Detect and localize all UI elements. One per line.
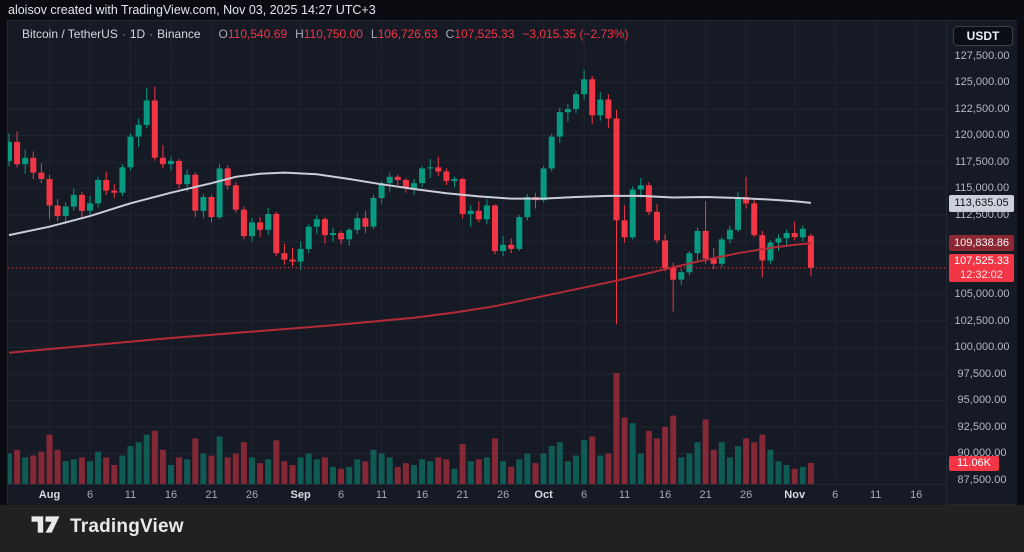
- legend-change: −3,015.35 (−2.73%): [522, 27, 629, 41]
- time-axis-day-label: 16: [415, 489, 429, 501]
- time-axis[interactable]: Aug 6 11 16 21 26 Sep 6 11 16 21 26 Oct 6 11 16 21 26 Nov 6…: [8, 484, 946, 505]
- time-axis-day-label: 16: [164, 489, 178, 501]
- price-axis-label: 102,500.00: [954, 314, 1010, 327]
- price-axis-label: 90,000.00: [957, 447, 1007, 459]
- last-price-value: 107,525.33: [953, 254, 1010, 267]
- time-axis-month-label: Nov: [784, 489, 806, 501]
- low-value: 106,726.63: [377, 27, 438, 41]
- price-axis-label: 92,500.00: [957, 420, 1007, 433]
- tradingview-brand-text: TradingView: [70, 516, 184, 537]
- price-axis-label: 112,500.00: [954, 208, 1010, 221]
- footer: TradingView: [0, 505, 1024, 552]
- bar-countdown: 12:32:02: [960, 268, 1003, 281]
- price-axis-label: 105,000.00: [954, 288, 1010, 300]
- price-axis-label: 97,500.00: [957, 367, 1007, 380]
- legend-interval[interactable]: 1D: [129, 27, 146, 41]
- price-axis[interactable]: USDT 113,635.05 109,838.86 107,525.33 12…: [946, 21, 1017, 504]
- legend-exchange: Binance: [157, 27, 201, 41]
- tradingview-brand[interactable]: TradingView: [30, 514, 184, 540]
- close-label: C: [445, 27, 455, 41]
- price-axis-label: 125,000.00: [954, 76, 1010, 88]
- price-axis-label: 120,000.00: [954, 129, 1010, 141]
- price-axis-label: 115,000.00: [954, 182, 1010, 194]
- volume-value-label: 11.06K: [949, 455, 999, 471]
- price-axis-label: 117,500.00: [954, 155, 1010, 168]
- price-axis-label: 100,000.00: [954, 341, 1010, 353]
- price-axis-label: 122,500.00: [954, 102, 1010, 115]
- legend-separator: ·: [121, 27, 126, 41]
- time-axis-day-label: 11: [869, 489, 882, 501]
- time-axis-day-label: 16: [910, 489, 923, 501]
- time-axis-day-label: 21: [205, 489, 218, 501]
- last-price-label: 107,525.33 12:32:02: [949, 253, 1014, 282]
- time-axis-month-label: Sep: [290, 489, 311, 501]
- high-label: H: [295, 27, 304, 41]
- vertical-gridlines: [49, 21, 917, 484]
- price-axis-label: 87,500.00: [957, 473, 1007, 486]
- close-value: 107,525.33: [454, 27, 515, 41]
- time-axis-day-label: 11: [375, 489, 388, 501]
- time-axis-month-label: Aug: [38, 489, 61, 501]
- time-axis-day-label: 26: [245, 489, 259, 501]
- time-axis-month-label: Oct: [534, 489, 553, 501]
- time-axis-day-label: 6: [86, 489, 94, 501]
- legend-separator: ·: [149, 27, 154, 41]
- price-chart-canvas[interactable]: [8, 21, 946, 484]
- chart-panel: Bitcoin / TetherUS · 1D · Binance O110,540.69…: [7, 20, 1017, 505]
- time-axis-day-label: 6: [581, 489, 588, 501]
- attribution-bar: aloisov created with TradingView.com, No…: [0, 0, 1024, 20]
- attribution-text: aloisov created with TradingView.com, No…: [8, 3, 376, 17]
- volume-bars: [8, 373, 814, 484]
- legend-symbol[interactable]: Bitcoin / TetherUS: [22, 27, 118, 41]
- horizontal-gridlines: [8, 55, 946, 481]
- time-axis-day-label: 6: [338, 489, 345, 501]
- time-axis-day-label: 16: [658, 489, 672, 501]
- price-axis-label: 95,000.00: [957, 394, 1007, 406]
- high-value: 110,750.00: [303, 27, 363, 41]
- tradingview-logo-icon: [30, 514, 61, 540]
- time-axis-day-label: 6: [832, 489, 839, 501]
- time-axis-day-label: 21: [699, 489, 712, 501]
- currency-toggle-button[interactable]: USDT: [953, 26, 1013, 46]
- time-axis-day-label: 21: [456, 489, 469, 501]
- ma-gray-line: [8, 171, 812, 237]
- time-axis-day-label: 26: [496, 489, 510, 501]
- ma-red-line: [8, 242, 811, 354]
- ma-red-price-label: 109,838.86: [949, 235, 1014, 252]
- legend-ohlc: O110,540.69 H110,750.00 L106,726.63 C107,52…: [211, 27, 515, 41]
- price-axis-label: 127,500.00: [954, 49, 1010, 62]
- time-axis-day-label: 11: [124, 489, 137, 501]
- ma-gray-price-label: 113,635.05: [949, 194, 1014, 212]
- low-label: L: [370, 27, 378, 41]
- legend[interactable]: Bitcoin / TetherUS · 1D · Binance O110,540.69…: [22, 27, 628, 41]
- open-label: O: [218, 27, 228, 41]
- open-value: 110,540.69: [227, 27, 288, 41]
- candles: [8, 69, 814, 325]
- time-axis-day-label: 26: [739, 489, 753, 501]
- time-axis-day-label: 11: [618, 489, 631, 501]
